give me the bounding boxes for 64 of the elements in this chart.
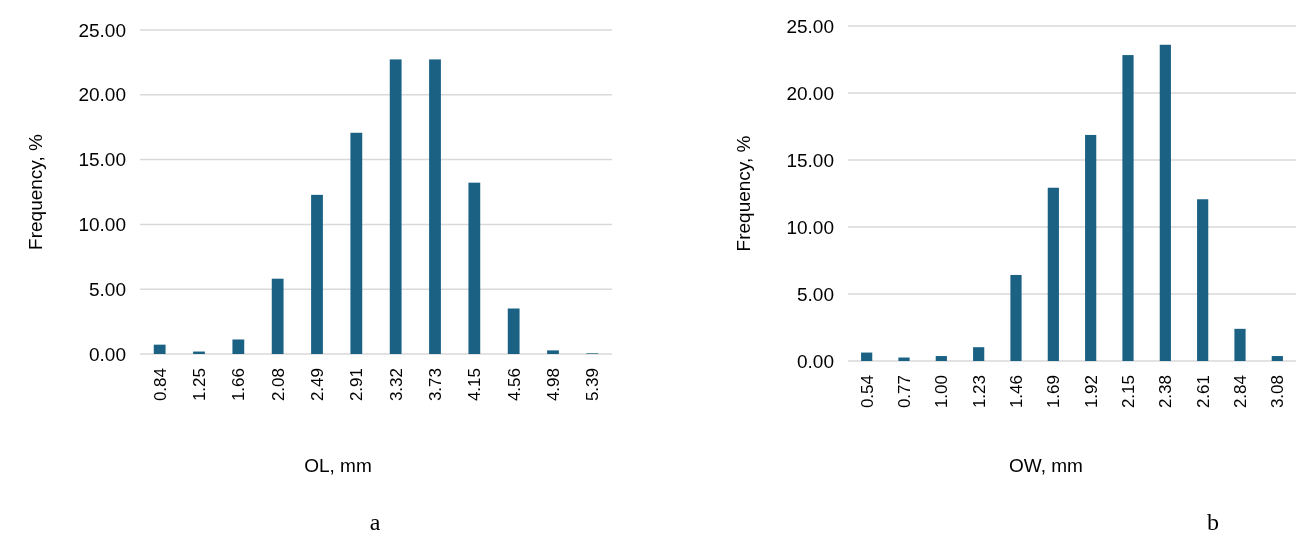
bar (507, 308, 520, 354)
y-tick-label: 10.00 (786, 216, 834, 238)
x-tick-label: 2.08 (268, 368, 288, 402)
y-tick-label: 15.00 (786, 149, 834, 171)
bar (1010, 274, 1022, 361)
x-tick-label: 4.98 (543, 368, 563, 402)
y-tick-label: 20.00 (78, 84, 126, 106)
y-tick-label: 10.00 (78, 214, 126, 236)
bar (1047, 187, 1059, 361)
bar (547, 350, 559, 354)
y-axis-title: Frequency, % (24, 133, 46, 250)
x-tick-label: 1.00 (932, 375, 952, 409)
x-tick-label: 3.32 (386, 368, 406, 402)
x-tick-label: 0.54 (857, 375, 877, 409)
x-tick-label: 0.84 (150, 368, 170, 402)
bar (935, 356, 947, 361)
bar (1234, 328, 1246, 361)
x-tick-label: 3.73 (425, 368, 445, 402)
y-tick-label: 25.00 (78, 19, 126, 41)
bar (429, 59, 441, 354)
y-tick-label: 20.00 (786, 82, 834, 104)
x-tick-label: 1.25 (189, 368, 209, 402)
bar (1197, 199, 1209, 361)
y-tick-label: 5.00 (89, 278, 126, 300)
y-tick-label: 5.00 (797, 283, 834, 305)
x-tick-label: 3.08 (1268, 375, 1288, 409)
bar (1159, 44, 1171, 361)
bar (232, 339, 245, 354)
x-axis-title: OL, mm (304, 455, 372, 476)
x-tick-label: 1.23 (969, 375, 989, 409)
text: a (369, 509, 381, 535)
bar (468, 182, 481, 354)
x-tick-label: 2.61 (1193, 375, 1213, 409)
y-tick-label: 0.00 (797, 350, 834, 372)
x-tick-label: 2.15 (1118, 375, 1138, 409)
y-axis-title: Frequency, % (732, 135, 754, 252)
x-tick-label: 1.66 (229, 368, 249, 402)
x-axis-title: OW, mm (1009, 455, 1083, 476)
x-tick-label: 4.15 (465, 368, 485, 402)
x-tick-label: 2.84 (1230, 375, 1250, 409)
y-tick-label: 25.00 (786, 15, 834, 37)
bar (311, 194, 323, 354)
x-tick-label: 5.39 (583, 368, 603, 402)
x-tick-label: 2.38 (1156, 375, 1176, 409)
x-tick-label: 1.46 (1006, 375, 1026, 409)
x-tick-label: 0.77 (894, 375, 914, 409)
x-tick-label: 4.56 (504, 368, 524, 402)
bar (1122, 55, 1134, 361)
bar (898, 357, 910, 361)
text: b (1207, 509, 1219, 535)
y-tick-label: 0.00 (89, 343, 126, 365)
bar (271, 278, 284, 354)
x-tick-label: 2.91 (347, 368, 367, 402)
bar (350, 132, 363, 354)
x-tick-label: 1.92 (1081, 375, 1101, 409)
bar (389, 59, 402, 354)
bar (153, 344, 166, 354)
bar (1085, 134, 1097, 361)
y-tick-label: 15.00 (78, 149, 126, 171)
x-tick-label: 1.69 (1044, 375, 1064, 409)
bar (1271, 356, 1283, 361)
bar (973, 347, 985, 361)
bar (861, 352, 873, 361)
x-tick-label: 2.49 (307, 368, 327, 402)
